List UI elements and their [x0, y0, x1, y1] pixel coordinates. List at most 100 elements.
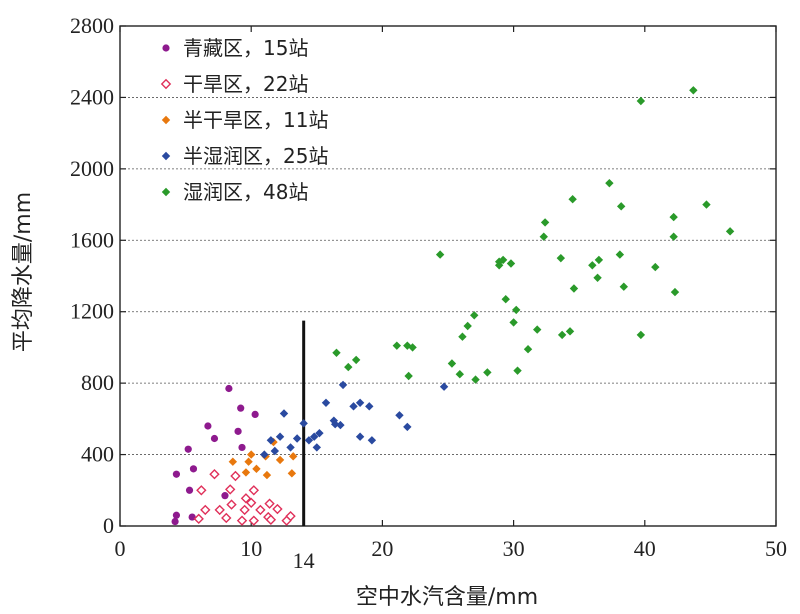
data-point [262, 470, 272, 480]
data-point [523, 345, 533, 354]
y-tick-label: 1600 [70, 227, 114, 252]
data-point [471, 375, 480, 384]
data-point [189, 465, 198, 473]
x-tick-label: 30 [503, 536, 525, 561]
data-point [210, 434, 219, 443]
data-point [568, 195, 577, 204]
legend-marker [161, 115, 171, 125]
legend-item: 半湿润区，25站 [161, 144, 328, 168]
data-point [288, 452, 298, 461]
data-point [556, 253, 566, 263]
data-point [230, 470, 241, 482]
data-point [636, 96, 646, 106]
data-point [236, 515, 248, 526]
data-point [214, 504, 225, 516]
data-point [281, 515, 292, 526]
data-point [636, 330, 646, 340]
data-point [260, 450, 269, 459]
axes [119, 25, 777, 527]
data-point [193, 513, 204, 525]
data-point [309, 432, 319, 441]
data-point [292, 434, 302, 443]
data-point [200, 504, 211, 516]
legend-label: 青藏区，15站 [183, 36, 308, 60]
data-point [669, 212, 678, 222]
legend-item: 湿润区，48站 [161, 180, 308, 204]
data-point [171, 517, 179, 526]
plot-frame [119, 25, 777, 527]
series-4 [332, 86, 735, 384]
x-tick-label: 50 [765, 536, 787, 561]
legend-marker [161, 187, 171, 197]
data-point [336, 420, 345, 430]
data-points [171, 86, 735, 526]
data-point [439, 382, 449, 391]
data-point [265, 514, 277, 525]
data-point [365, 402, 374, 411]
data-point [512, 305, 521, 315]
data-point [501, 295, 510, 304]
legend-label: 半湿润区，25站 [183, 144, 328, 168]
data-point [287, 469, 297, 478]
legend-marker [160, 78, 172, 90]
data-point [616, 202, 626, 211]
data-point [251, 410, 259, 418]
data-point [321, 398, 331, 407]
data-point [248, 485, 260, 496]
legend-label: 湿润区，48站 [183, 180, 308, 204]
data-point [670, 287, 680, 297]
y-axis-title: 平均降水量/mm [11, 192, 36, 352]
x-tick-label: 10 [240, 536, 262, 561]
data-point [225, 384, 233, 393]
tick-labels: 0 400 800 1200 1600 2000 2400 2800 0 10 20 30 40 50 [70, 13, 787, 561]
data-point [275, 432, 285, 441]
data-point [725, 227, 735, 236]
data-point [344, 362, 353, 372]
y-tick-label: 0 [103, 513, 114, 538]
data-point [272, 503, 283, 515]
y-tick-label: 1200 [70, 299, 114, 324]
data-point [588, 261, 597, 270]
data-point [279, 409, 289, 418]
data-point [330, 420, 340, 429]
data-point [355, 398, 365, 407]
legend-label: 干旱区，22站 [183, 72, 308, 96]
series-3 [260, 380, 449, 459]
data-point [593, 273, 602, 282]
data-point [255, 504, 266, 516]
data-point [312, 443, 321, 452]
legend-item: 半干旱区，11站 [161, 108, 328, 132]
data-point [569, 284, 579, 293]
data-point [367, 436, 377, 445]
series-1 [193, 469, 296, 526]
y-tick-label: 2000 [70, 156, 114, 181]
legend-item: 青藏区，15站 [162, 36, 308, 60]
data-point [494, 261, 504, 270]
data-point [252, 464, 261, 474]
data-point [539, 232, 548, 241]
legend-label: 半干旱区，11站 [183, 108, 328, 132]
data-point [349, 402, 358, 411]
series-0 [171, 384, 259, 526]
data-point [332, 348, 341, 357]
x-tick-label: 0 [115, 536, 126, 561]
data-point [470, 311, 479, 320]
data-point [209, 469, 220, 480]
data-point [234, 427, 242, 435]
series-2 [228, 437, 298, 480]
x-axis-title: 空中水汽含量/mm [356, 585, 538, 610]
threshold-annotation: 14 [293, 320, 315, 573]
data-point [225, 484, 236, 495]
data-point [463, 321, 472, 331]
data-point [355, 432, 365, 441]
data-point [240, 493, 252, 504]
y-tick-label: 2400 [70, 84, 114, 109]
data-point [447, 359, 457, 368]
data-point [226, 499, 237, 510]
data-point [702, 200, 711, 209]
data-point [196, 485, 207, 496]
data-point [237, 404, 245, 412]
data-point [404, 371, 413, 381]
